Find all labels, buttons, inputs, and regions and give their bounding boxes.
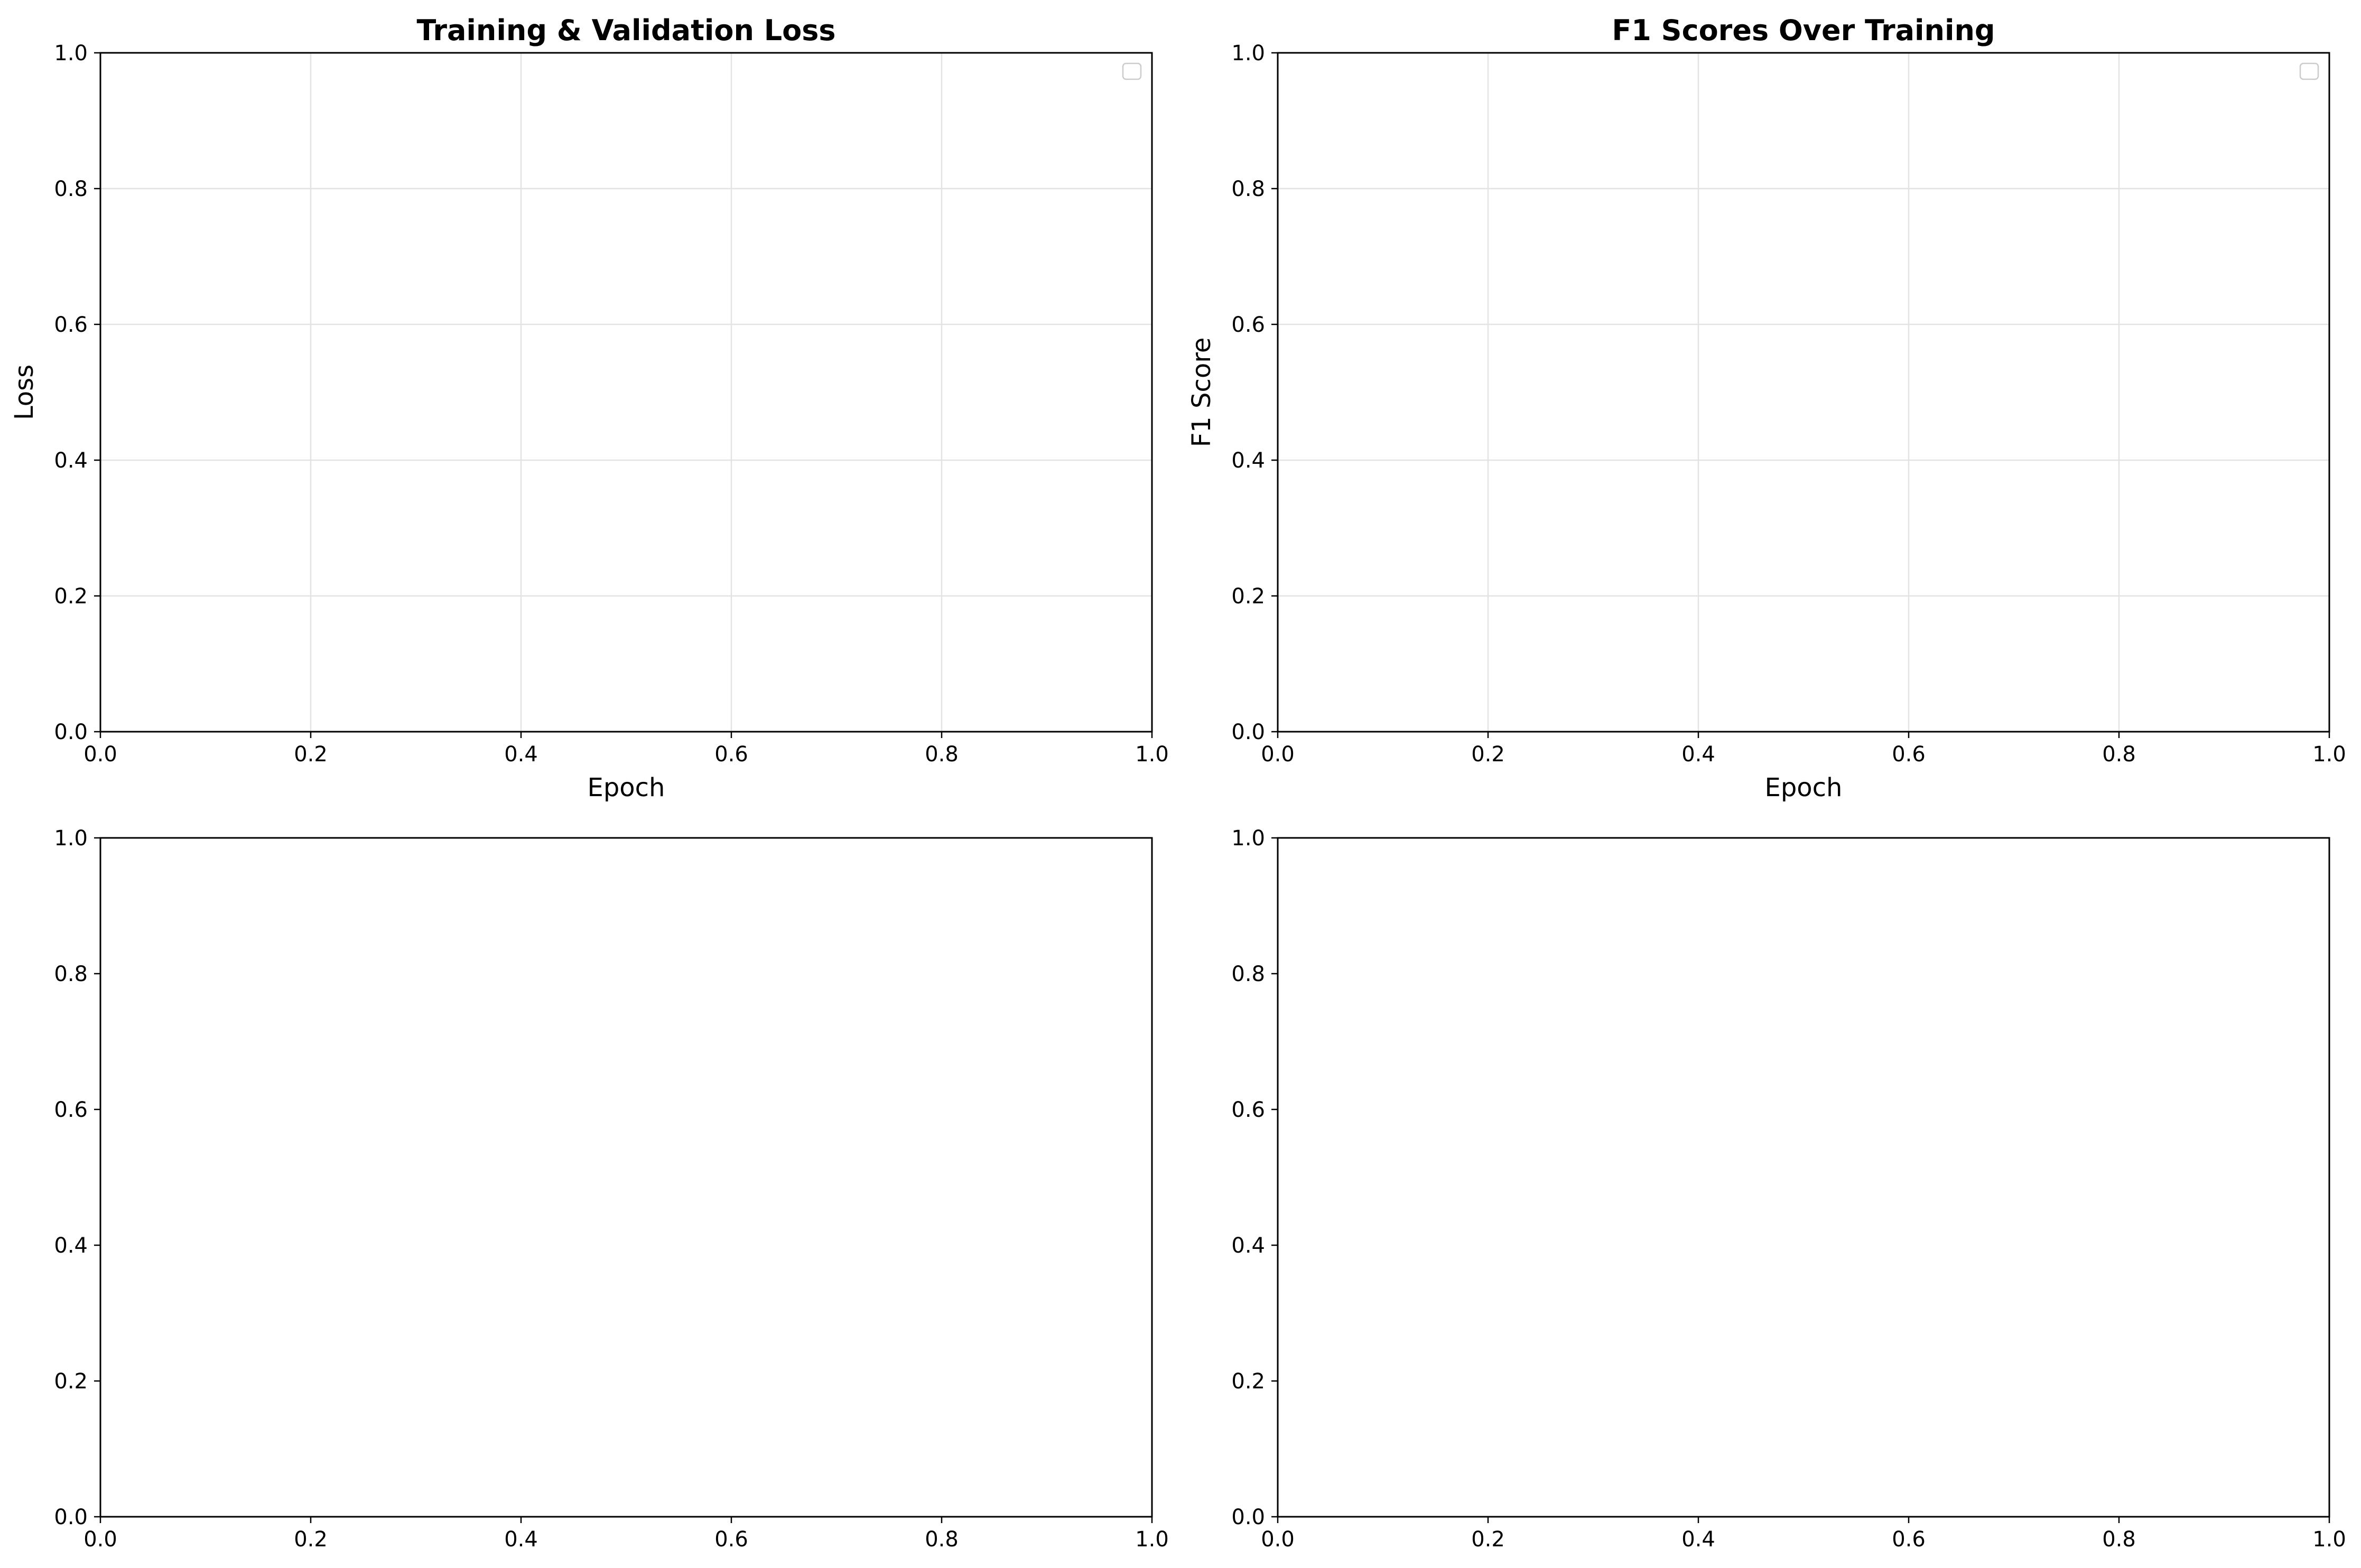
y-tick-label: 0.4 [1231, 1234, 1265, 1258]
f1-axes-frame [1277, 52, 2330, 733]
y-tick-label: 0.0 [1231, 720, 1265, 744]
x-tick-label: 0.2 [1471, 1527, 1505, 1552]
bottom-right-axes-frame [1277, 837, 2330, 1518]
loss-axes-frame [99, 52, 1153, 733]
loss-legend[interactable] [1122, 62, 1142, 80]
x-tick-label: 0.8 [2102, 1527, 2136, 1552]
x-tick-label: 0.4 [1681, 742, 1715, 767]
panel-loss: 0.0 0.2 0.4 0.6 0.8 1.0 0.0 0.2 0.4 0.6 0.8 1.0 Tra… [10, 14, 1169, 802]
x-tick-label: 0.0 [83, 742, 117, 767]
y-tick-label: 0.8 [54, 962, 88, 986]
y-tick-label: 0.2 [54, 584, 88, 609]
panel-bottom-left: 0.0 0.2 0.4 0.6 0.8 1.0 0.0 0.2 0.4 0.6 0.8 1.0 [54, 826, 1168, 1552]
x-tick-label: 0.8 [2102, 742, 2136, 767]
x-tick-label: 0.6 [1892, 1527, 1926, 1552]
y-tick-label: 0.4 [54, 1234, 88, 1258]
y-tick-label: 0.4 [1231, 449, 1265, 473]
x-tick-label: 0.0 [1261, 742, 1295, 767]
loss-ticks: 0.0 0.2 0.4 0.6 0.8 1.0 0.0 0.2 0.4 0.6 0.8 1.0 [54, 41, 1168, 767]
f1-legend[interactable] [2299, 62, 2319, 80]
x-tick-label: 1.0 [2312, 742, 2346, 767]
f1-x-axis-label: Epoch [1765, 773, 1843, 802]
x-tick-label: 0.6 [1892, 742, 1926, 767]
y-tick-label: 0.4 [54, 449, 88, 473]
x-tick-label: 0.6 [714, 1527, 748, 1552]
loss-x-axis-label: Epoch [588, 773, 665, 802]
y-tick-label: 1.0 [1231, 41, 1265, 66]
y-tick-label: 0.0 [54, 1505, 88, 1529]
x-tick-label: 0.4 [1681, 1527, 1715, 1552]
x-tick-label: 1.0 [1135, 1527, 1169, 1552]
y-tick-label: 0.0 [54, 720, 88, 744]
panel-f1: 0.0 0.2 0.4 0.6 0.8 1.0 0.0 0.2 0.4 0.6 0.8 1.0 F1 … [1187, 14, 2346, 802]
y-tick-label: 1.0 [54, 41, 88, 66]
x-tick-label: 0.4 [504, 1527, 538, 1552]
bottom-left-ticks: 0.0 0.2 0.4 0.6 0.8 1.0 0.0 0.2 0.4 0.6 0.8 1.0 [54, 826, 1168, 1552]
panel-bottom-right: 0.0 0.2 0.4 0.6 0.8 1.0 0.0 0.2 0.4 0.6 0.8 1.0 [1231, 826, 2346, 1552]
loss-chart-title: Training & Validation Loss [416, 14, 835, 47]
y-tick-label: 0.6 [1231, 1098, 1265, 1122]
loss-y-axis-label: Loss [10, 365, 39, 420]
y-tick-label: 0.0 [1231, 1505, 1265, 1529]
x-tick-label: 0.4 [504, 742, 538, 767]
bottom-right-ticks: 0.0 0.2 0.4 0.6 0.8 1.0 0.0 0.2 0.4 0.6 0.8 1.0 [1231, 826, 2346, 1552]
y-tick-label: 1.0 [1231, 826, 1265, 851]
y-tick-label: 0.6 [54, 313, 88, 337]
y-tick-label: 0.6 [1231, 313, 1265, 337]
y-tick-label: 0.2 [1231, 584, 1265, 609]
x-tick-label: 0.2 [1471, 742, 1505, 767]
x-tick-label: 0.8 [925, 742, 959, 767]
y-tick-label: 1.0 [54, 826, 88, 851]
bottom-left-axes-frame [99, 837, 1153, 1518]
y-tick-label: 0.8 [1231, 962, 1265, 986]
y-tick-label: 0.6 [54, 1098, 88, 1122]
x-tick-label: 0.2 [294, 742, 328, 767]
y-tick-label: 0.8 [1231, 177, 1265, 201]
x-tick-label: 0.0 [1261, 1527, 1295, 1552]
x-tick-label: 1.0 [1135, 742, 1169, 767]
f1-chart-title: F1 Scores Over Training [1612, 14, 1995, 47]
x-tick-label: 1.0 [2312, 1527, 2346, 1552]
y-tick-label: 0.8 [54, 177, 88, 201]
f1-y-axis-label: F1 Score [1187, 338, 1216, 447]
x-tick-label: 0.8 [925, 1527, 959, 1552]
f1-ticks: 0.0 0.2 0.4 0.6 0.8 1.0 0.0 0.2 0.4 0.6 0.8 1.0 [1231, 41, 2346, 767]
y-tick-label: 0.2 [1231, 1369, 1265, 1394]
x-tick-label: 0.2 [294, 1527, 328, 1552]
x-tick-label: 0.0 [83, 1527, 117, 1552]
x-tick-label: 0.6 [714, 742, 748, 767]
y-tick-label: 0.2 [54, 1369, 88, 1394]
